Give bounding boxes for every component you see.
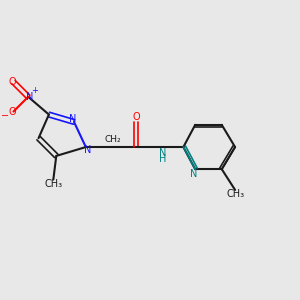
Text: +: + [31,86,38,95]
Text: O: O [132,112,140,122]
Text: O: O [8,77,16,87]
Text: CH₃: CH₃ [44,179,62,189]
Text: −: − [1,111,9,121]
Text: CH₂: CH₂ [104,135,121,144]
Text: O: O [8,106,16,117]
Text: CH₃: CH₃ [226,189,244,199]
Text: N: N [190,169,197,178]
Text: N: N [159,148,166,158]
Text: N: N [69,114,76,124]
Text: N: N [84,145,91,155]
Text: H: H [159,154,166,164]
Text: N: N [26,92,33,102]
